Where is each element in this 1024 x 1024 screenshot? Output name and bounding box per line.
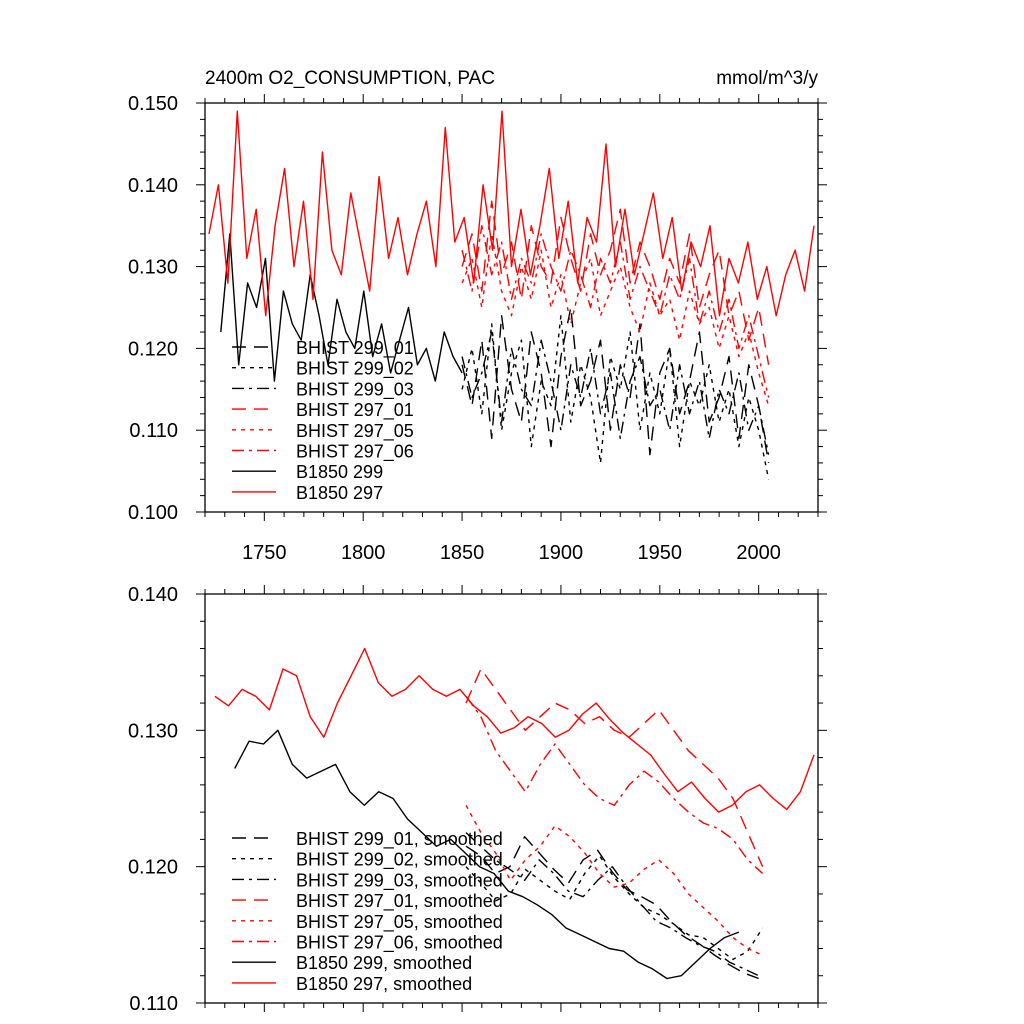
y-tick-label: 0.130 — [128, 257, 178, 279]
series-line-bottom-7 — [214, 647, 815, 813]
legend-label: BHIST 299_02, smoothed — [296, 850, 503, 871]
legend-label: B1850 297 — [296, 483, 383, 503]
x-tick-label: 1750 — [242, 542, 287, 564]
legend-label: BHIST 299_01, smoothed — [296, 829, 503, 850]
y-tick-label: 0.120 — [128, 338, 178, 360]
legend-label: B1850 297, smoothed — [296, 974, 472, 994]
legend-label: B1850 299, smoothed — [296, 953, 472, 973]
x-tick-label: 2000 — [736, 542, 781, 564]
plot-frame — [204, 102, 819, 513]
series-line-bottom-4 — [465, 804, 763, 956]
y-tick-label: 0.110 — [129, 420, 178, 442]
legend-label: BHIST 297_06, smoothed — [296, 933, 503, 954]
x-tick-label: 1850 — [440, 542, 485, 564]
top-title-left: 2400m O2_CONSUMPTION, PAC — [205, 68, 495, 89]
series-line-top-4 — [461, 233, 770, 406]
series-line-bottom-1 — [465, 855, 764, 961]
legend-label: BHIST 297_06 — [296, 442, 414, 463]
series-line-top-0 — [461, 306, 770, 464]
top-panel: 2400m O2_CONSUMPTION, PAC mmol/m^3/y 175… — [128, 68, 827, 564]
legend-label: BHIST 297_05 — [296, 421, 414, 442]
series-line-bottom-5 — [465, 695, 764, 875]
legend-label: BHIST 299_03, smoothed — [296, 870, 503, 891]
bottom-plot-area: 0.110 0.120 0.130 0.140 BHIST 299_01, smooth… — [128, 584, 827, 1015]
series-line-top-2 — [461, 331, 770, 455]
bottom-panel: 0.110 0.120 0.130 0.140 BHIST 299_01, smooth… — [128, 584, 827, 1015]
legend-label: B1850 299 — [296, 462, 383, 482]
legend-label: BHIST 297_05, smoothed — [296, 912, 503, 933]
y-tick-label: 0.120 — [128, 857, 178, 879]
series-line-top-7 — [208, 110, 815, 317]
x-tick-label: 1950 — [638, 542, 683, 564]
x-tick-label: 1800 — [341, 542, 386, 564]
legend-label: BHIST 299_02 — [296, 359, 414, 380]
legend-label: BHIST 297_01, smoothed — [296, 891, 503, 912]
y-tick-label: 0.150 — [128, 93, 178, 115]
x-tick-label: 1900 — [539, 542, 584, 564]
y-tick-label: 0.140 — [128, 175, 178, 197]
series-line-bottom-0 — [465, 836, 759, 980]
top-plot-area: 1750 1800 1850 1900 1950 2000 0.100 0.110 0.120 0… — [128, 93, 827, 564]
series-line-bottom-6 — [234, 729, 740, 980]
legend-label: BHIST 299_03 — [296, 379, 414, 400]
series-line-bottom-3 — [465, 668, 764, 867]
series-line-bottom-2 — [465, 832, 759, 977]
y-tick-label: 0.110 — [129, 993, 178, 1015]
series-line-top-3 — [461, 200, 770, 365]
y-tick-label: 0.100 — [128, 502, 178, 524]
legend-label: BHIST 297_01 — [296, 400, 414, 421]
legend-label: BHIST 299_01 — [296, 338, 414, 359]
top-units-label: mmol/m^3/y — [716, 68, 818, 89]
series-line-top-1 — [461, 315, 770, 480]
y-tick-label: 0.140 — [128, 584, 178, 606]
series-line-top-6 — [220, 233, 463, 382]
y-tick-label: 0.130 — [128, 720, 178, 742]
plot-frame — [204, 593, 819, 1004]
